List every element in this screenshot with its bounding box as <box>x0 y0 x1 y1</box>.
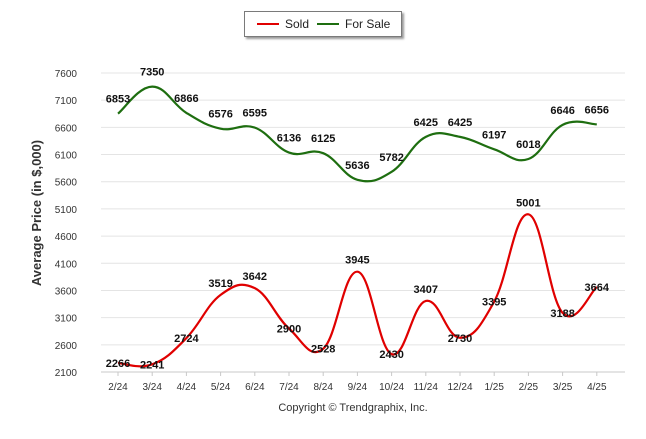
data-label-for-sale: 6425 <box>448 117 472 129</box>
data-label-for-sale: 6853 <box>106 94 130 106</box>
y-tick-label: 5100 <box>55 205 78 216</box>
y-tick-label: 2100 <box>55 368 78 379</box>
data-label-for-sale: 6866 <box>174 93 198 105</box>
y-axis-title: Average Price (in $,000) <box>29 140 44 286</box>
data-label-sold: 3395 <box>482 297 506 309</box>
x-tick-label: 4/24 <box>177 382 197 393</box>
x-tick-label: 5/24 <box>211 382 231 393</box>
data-label-sold: 3642 <box>243 271 267 283</box>
x-tick-label: 10/24 <box>379 382 404 393</box>
legend-item-sold[interactable]: Sold <box>257 12 309 36</box>
x-tick-label: 8/24 <box>313 382 333 393</box>
data-label-sold: 5001 <box>516 197 540 209</box>
y-tick-label: 3600 <box>55 286 78 297</box>
data-label-for-sale: 6656 <box>585 104 609 116</box>
x-tick-label: 2/24 <box>108 382 128 393</box>
data-label-sold: 3519 <box>208 278 232 290</box>
data-label-for-sale: 6576 <box>208 109 232 121</box>
legend-label-sold: Sold <box>285 17 310 31</box>
data-label-sold: 2430 <box>379 349 403 361</box>
x-tick-label: 6/24 <box>245 382 265 393</box>
series-layer <box>117 85 598 368</box>
legend: Sold For Sale <box>244 11 402 37</box>
y-tick-label: 2600 <box>55 341 78 352</box>
x-tick-label: 3/25 <box>553 382 573 393</box>
data-label-sold: 2528 <box>311 344 335 356</box>
data-label-for-sale: 6595 <box>243 108 267 120</box>
legend-swatch-sold <box>257 23 279 25</box>
data-label-sold: 2900 <box>277 324 301 336</box>
y-tick-label: 7600 <box>55 69 78 80</box>
x-tick-label: 7/24 <box>279 382 299 393</box>
y-tick-label: 6100 <box>55 151 78 162</box>
x-tick-label: 3/24 <box>142 382 162 393</box>
data-label-for-sale: 5636 <box>345 160 369 172</box>
data-label-sold: 2266 <box>106 358 130 370</box>
data-label-sold: 3188 <box>550 308 574 320</box>
data-label-sold: 3407 <box>414 284 438 296</box>
data-label-sold: 2730 <box>448 333 472 345</box>
x-tick-label: 2/25 <box>519 382 539 393</box>
grid-layer <box>101 72 625 373</box>
legend-label-for-sale: For Sale <box>345 17 391 31</box>
data-label-sold: 2241 <box>140 359 164 371</box>
data-label-for-sale: 6646 <box>550 105 574 117</box>
y-tick-label: 4100 <box>55 259 78 270</box>
data-label-for-sale: 6136 <box>277 133 301 145</box>
copyright-text: Copyright © Trendgraphix, Inc. <box>278 402 428 414</box>
y-tick-label: 5600 <box>55 178 78 189</box>
y-tick-label: 4600 <box>55 232 78 243</box>
data-label-sold: 3945 <box>345 255 369 267</box>
data-label-for-sale: 6018 <box>516 139 540 151</box>
data-label-for-sale: 7350 <box>140 67 164 79</box>
x-tick-label: 11/24 <box>414 382 439 393</box>
label-layer: 2266 2241 2724 3519 3642 2900 2528 3945 2430 3407… <box>106 67 610 372</box>
y-tick-label: 7100 <box>55 96 78 107</box>
data-label-sold: 2724 <box>174 333 199 345</box>
y-tick-label: 3100 <box>55 314 78 325</box>
x-tick-label: 4/25 <box>587 382 607 393</box>
series-line-sold <box>117 213 598 368</box>
x-tick-label: 1/25 <box>484 382 504 393</box>
data-label-for-sale: 6425 <box>414 117 438 129</box>
legend-item-for-sale[interactable]: For Sale <box>317 12 390 36</box>
y-tick-label: 6600 <box>55 123 78 134</box>
series-line-for-sale <box>117 85 597 183</box>
axis-layer: 2100 2600 3100 3600 4100 4600 5100 5600 6100 6600… <box>55 69 625 393</box>
x-tick-label: 12/24 <box>447 382 472 393</box>
data-label-for-sale: 6197 <box>482 129 506 141</box>
data-label-for-sale: 5782 <box>379 152 403 164</box>
data-label-for-sale: 6125 <box>311 133 335 145</box>
legend-swatch-for-sale <box>317 23 339 25</box>
data-label-sold: 3664 <box>585 282 610 294</box>
x-tick-label: 9/24 <box>348 382 368 393</box>
